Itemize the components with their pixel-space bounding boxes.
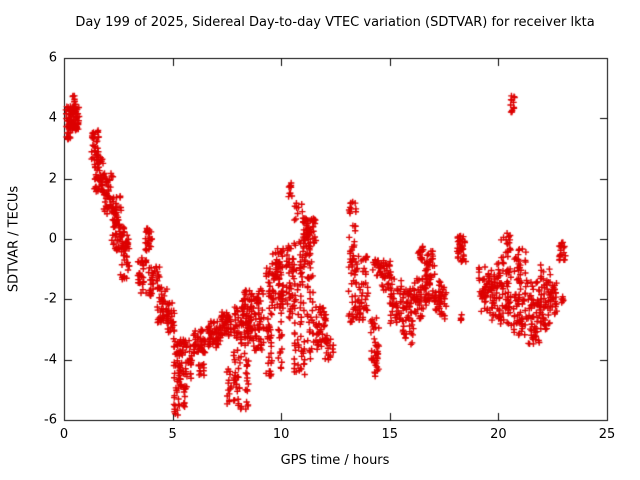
y-tick-label: 4 <box>48 110 57 126</box>
x-tick-label: 20 <box>490 427 507 442</box>
chart-title: Day 199 of 2025, Sidereal Day-to-day VTE… <box>75 15 595 30</box>
y-tick-label: 0 <box>48 231 57 247</box>
x-tick-label: 5 <box>168 427 177 442</box>
x-tick-label: 15 <box>381 427 399 442</box>
y-tick-label: -4 <box>44 352 57 368</box>
x-tick-label: 10 <box>272 427 290 442</box>
y-tick-label: 6 <box>48 50 57 66</box>
x-tick-label: 0 <box>59 427 69 442</box>
y-tick-label: -6 <box>44 412 57 428</box>
x-tick-label: 25 <box>598 427 616 442</box>
y-tick-label: 2 <box>48 171 57 187</box>
y-tick-label: -2 <box>44 291 57 307</box>
x-axis-label: GPS time / hours <box>280 453 390 468</box>
